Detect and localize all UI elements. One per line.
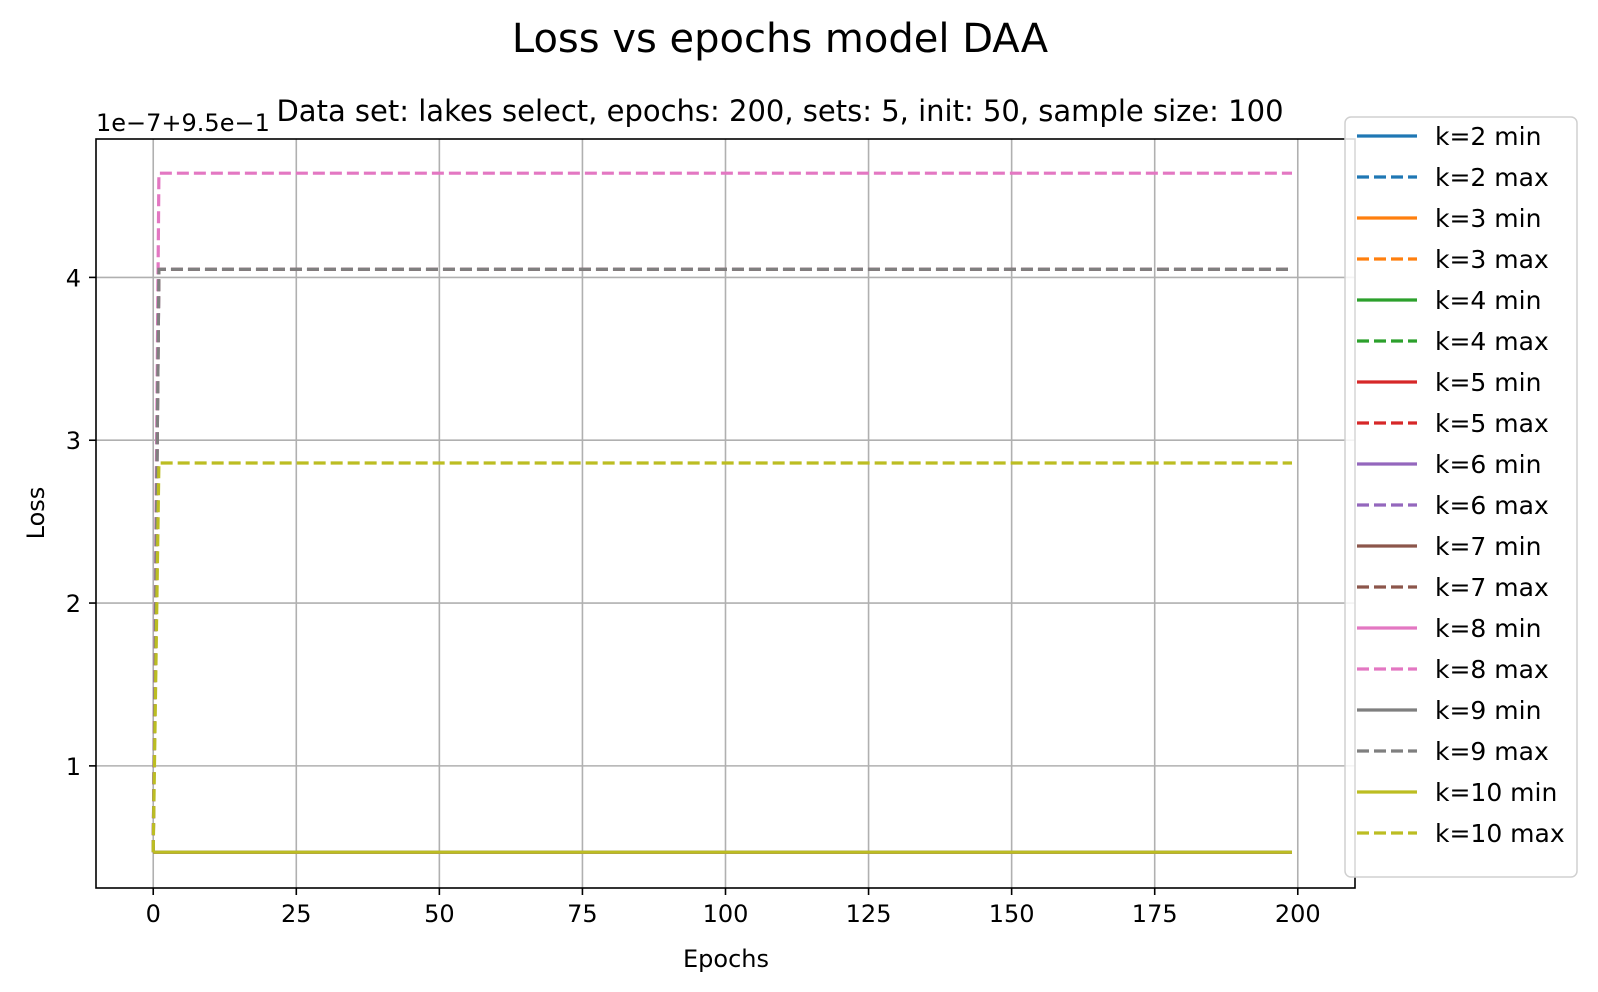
x-tick-label: 175	[1132, 900, 1178, 928]
legend-label-k4-max: k=4 max	[1435, 327, 1549, 356]
legend-label-k8-max: k=8 max	[1435, 655, 1549, 684]
legend-label-k3-max: k=3 max	[1435, 245, 1549, 274]
x-tick-label: 25	[281, 900, 312, 928]
x-tick-label: 200	[1275, 900, 1321, 928]
x-tick-label: 125	[846, 900, 892, 928]
legend-label-k9-min: k=9 min	[1435, 696, 1541, 725]
y-tick-label: 3	[66, 427, 81, 455]
legend-label-k5-max: k=5 max	[1435, 409, 1549, 438]
series-line-k10-max	[151, 461, 1292, 853]
y-offset-text: 1e−7+9.5e−1	[96, 109, 270, 137]
legend-label-k5-min: k=5 min	[1435, 368, 1541, 397]
legend-label-k7-max: k=7 max	[1435, 573, 1549, 602]
x-tick-label: 150	[989, 900, 1035, 928]
legend-label-k6-max: k=6 max	[1435, 491, 1549, 520]
grid-layer	[96, 139, 1355, 888]
legend-label-k2-max: k=2 max	[1435, 163, 1549, 192]
x-tick-label: 0	[146, 900, 161, 928]
y-tick-label: 1	[66, 753, 81, 781]
legend-label-k2-min: k=2 min	[1435, 122, 1541, 151]
legend-label-k10-max: k=10 max	[1435, 819, 1565, 848]
x-tick-label: 50	[424, 900, 455, 928]
legend-label-k6-min: k=6 min	[1435, 450, 1541, 479]
tick-layer: 0 25 50 75 100 125 150 175 200 1 2 3 4	[66, 264, 1321, 928]
legend-label-k3-min: k=3 min	[1435, 204, 1541, 233]
x-axis-label: Epochs	[683, 945, 769, 973]
legend-label-k7-min: k=7 min	[1435, 532, 1541, 561]
series-layer	[151, 171, 1292, 854]
y-tick-label: 4	[66, 264, 81, 292]
legend-frame	[1344, 116, 1578, 878]
axes-title: Data set: lakes select, epochs: 200, set…	[276, 94, 1283, 128]
x-tick-label: 100	[703, 900, 749, 928]
legend-label-k4-min: k=4 min	[1435, 286, 1541, 315]
legend-entries: k=2 min k=2 max k=3 min k=3 max k=4 min k=4 m…	[1357, 122, 1565, 848]
legend: k=2 min k=2 max k=3 min k=3 max k=4 min k=4 m…	[1344, 116, 1578, 878]
y-axis-label: Loss	[22, 487, 50, 540]
legend-label-k10-min: k=10 min	[1435, 778, 1557, 807]
legend-label-k9-max: k=9 max	[1435, 737, 1549, 766]
y-tick-label: 2	[66, 590, 81, 618]
x-tick-label: 75	[567, 900, 598, 928]
figure-suptitle: Loss vs epochs model DAA	[512, 16, 1049, 62]
legend-label-k8-min: k=8 min	[1435, 614, 1541, 643]
